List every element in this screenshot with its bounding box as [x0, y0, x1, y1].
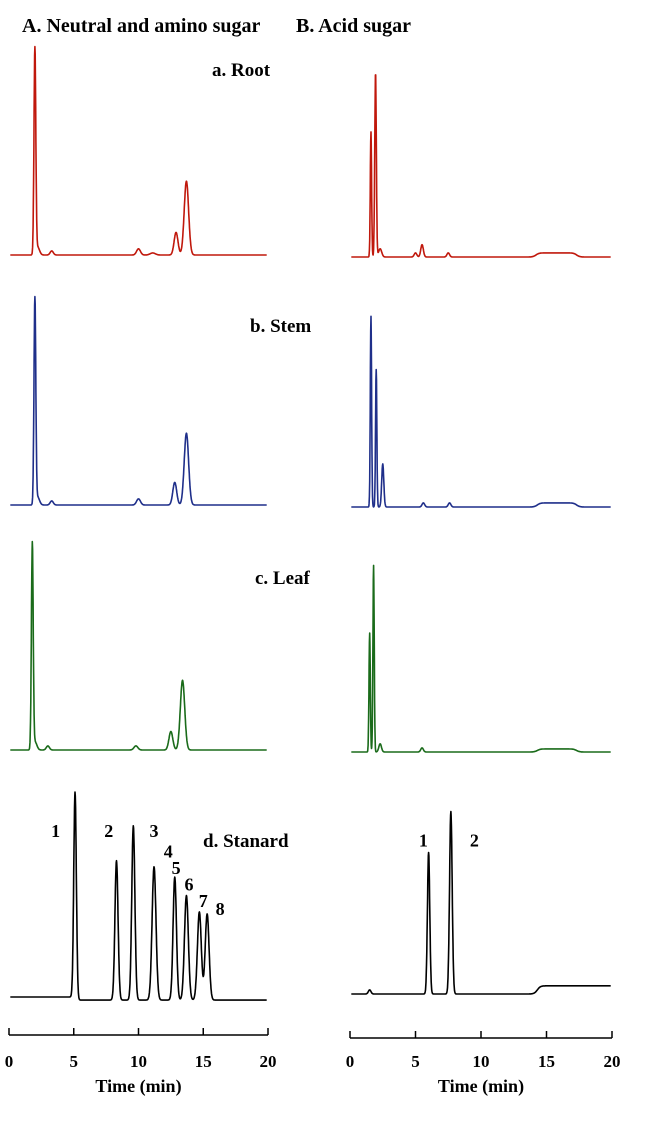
trace-a-root: [9, 45, 268, 256]
peak-label-a-7: 7: [199, 891, 208, 911]
panel-label-standard: d. Stanard: [203, 831, 289, 852]
peak-label-b-1: 1: [419, 830, 428, 850]
peak-label-a-1: 1: [51, 821, 60, 841]
x-tick-label-b-10: 10: [473, 1052, 490, 1071]
trace-a-stem: [9, 295, 268, 506]
peak-label-a-6: 6: [185, 874, 194, 894]
x-axis-title-b: Time (min): [438, 1076, 524, 1097]
x-tick-label-a-20: 20: [260, 1052, 277, 1071]
trace-b-stem: [350, 315, 612, 508]
peak-label-a-5: 5: [172, 858, 181, 878]
x-tick-label-a-5: 5: [70, 1052, 79, 1071]
x-tick-label-b-15: 15: [538, 1052, 555, 1071]
x-tick-label-b-0: 0: [346, 1052, 355, 1071]
peak-label-a-8: 8: [216, 899, 225, 919]
x-tick-label-a-15: 15: [195, 1052, 212, 1071]
peak-label-a-2: 2: [104, 821, 113, 841]
peak-label-a-3: 3: [150, 821, 159, 841]
x-axis-title-a: Time (min): [95, 1076, 181, 1097]
column-b-title: B. Acid sugar: [296, 15, 411, 37]
panel-label-leaf: c. Leaf: [255, 568, 311, 589]
trace-a-standard: [9, 791, 268, 1001]
x-tick-label-b-20: 20: [604, 1052, 621, 1071]
trace-b-leaf: [350, 564, 612, 753]
panel-label-stem: b. Stem: [250, 316, 311, 337]
peak-label-b-2: 2: [470, 830, 479, 850]
x-tick-label-b-5: 5: [411, 1052, 420, 1071]
trace-b-standard: [350, 810, 612, 995]
x-tick-label-a-0: 0: [5, 1052, 14, 1071]
x-tick-label-a-10: 10: [130, 1052, 147, 1071]
peak-label-a-4: 4: [164, 842, 173, 862]
trace-b-root: [350, 74, 612, 258]
panel-label-root: a. Root: [212, 60, 271, 81]
column-a-title: A. Neutral and amino sugar: [22, 15, 260, 37]
trace-a-leaf: [9, 540, 268, 751]
